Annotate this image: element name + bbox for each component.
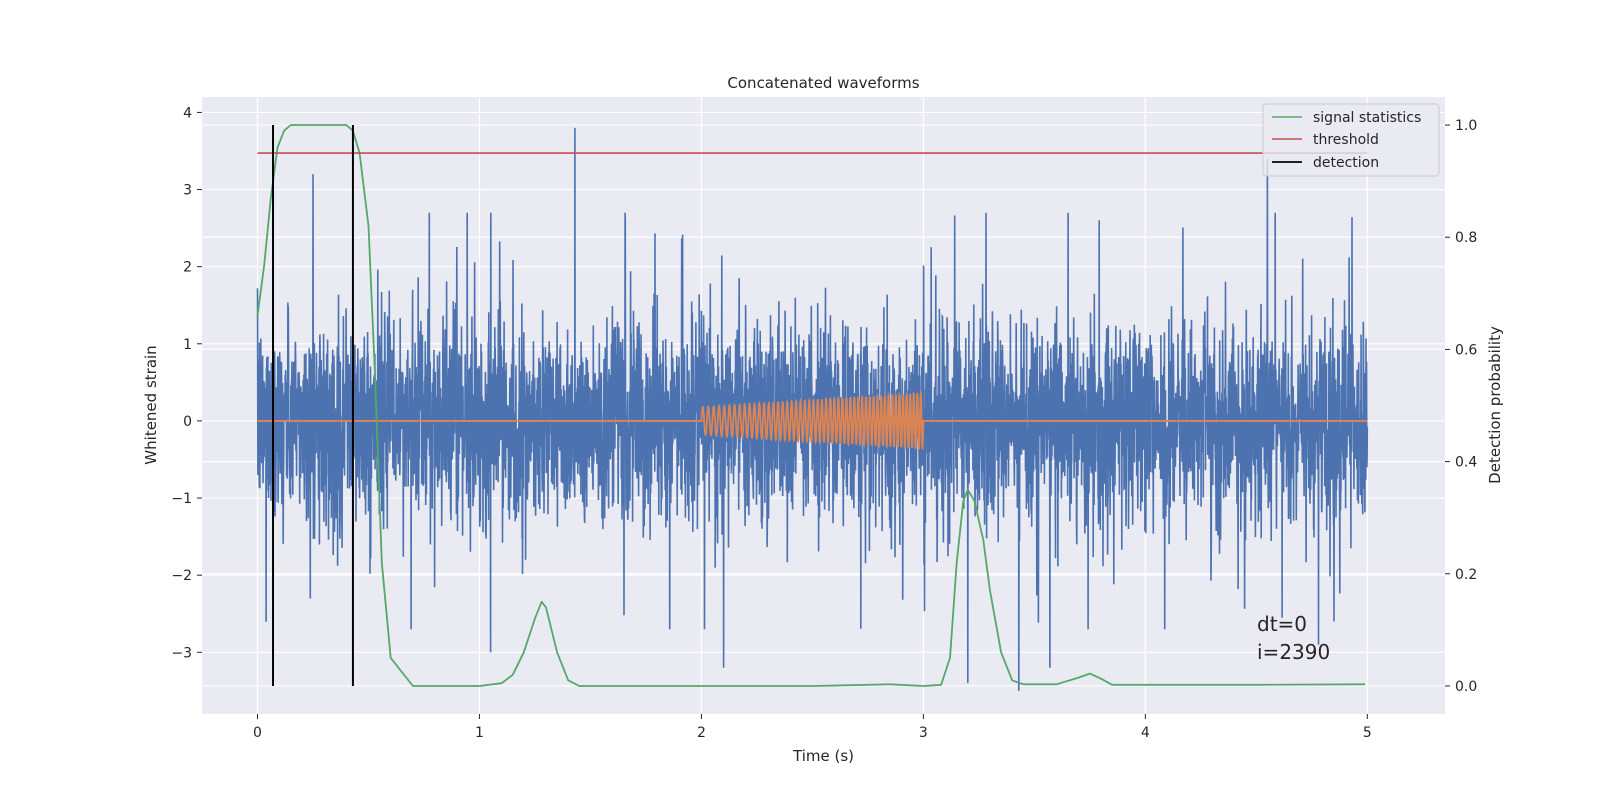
y2-tick-label: 0.8 xyxy=(1455,230,1477,246)
annotation-i: i=2390 xyxy=(1257,640,1330,664)
y2-tick-label: 1.0 xyxy=(1455,118,1477,134)
y-tick-label: −3 xyxy=(171,645,192,661)
x-tick-label: 0 xyxy=(253,725,262,741)
y-tick-label: 2 xyxy=(183,260,192,276)
x-axis-label: Time (s) xyxy=(792,747,854,765)
x-tick-label: 5 xyxy=(1363,725,1372,741)
y-tick-label: 3 xyxy=(183,183,192,199)
y2-axis-label: Detection probability xyxy=(1486,326,1504,484)
y2-tick-label: 0.6 xyxy=(1455,342,1477,358)
legend-label-signal-statistics: signal statistics xyxy=(1313,110,1421,126)
x-tick-label: 3 xyxy=(919,725,928,741)
plot-series xyxy=(256,124,1369,691)
y-tick-label: 0 xyxy=(183,414,192,430)
ticks: 0 1 2 3 4 5 −3 −2 −1 0 1 2 3 4 0.0 0.2 0.4 0.6 0.8 1.0 xyxy=(171,105,1477,741)
legend-label-detection: detection xyxy=(1313,155,1379,171)
x-tick-label: 1 xyxy=(475,725,484,741)
y2-tick-label: 0.4 xyxy=(1455,455,1477,471)
x-tick-label: 4 xyxy=(1141,725,1150,741)
annotation-dt: dt=0 xyxy=(1257,612,1307,636)
y-tick-label: 1 xyxy=(183,337,192,353)
y2-tick-label: 0.2 xyxy=(1455,567,1477,583)
y-tick-label: 4 xyxy=(183,105,192,121)
legend-label-threshold: threshold xyxy=(1313,132,1379,148)
y-tick-label: −2 xyxy=(171,568,192,584)
y2-tick-label: 0.0 xyxy=(1455,679,1477,695)
legend: signal statistics threshold detection xyxy=(1262,103,1440,177)
chart-title: Concatenated waveforms xyxy=(727,74,919,92)
x-tick-label: 2 xyxy=(697,725,706,741)
y-axis-label: Whitened strain xyxy=(142,345,160,464)
y-tick-label: −1 xyxy=(171,491,192,507)
signal-statistics-line xyxy=(256,124,1366,687)
waveform-line xyxy=(257,390,1368,451)
legend-box xyxy=(1262,103,1440,177)
